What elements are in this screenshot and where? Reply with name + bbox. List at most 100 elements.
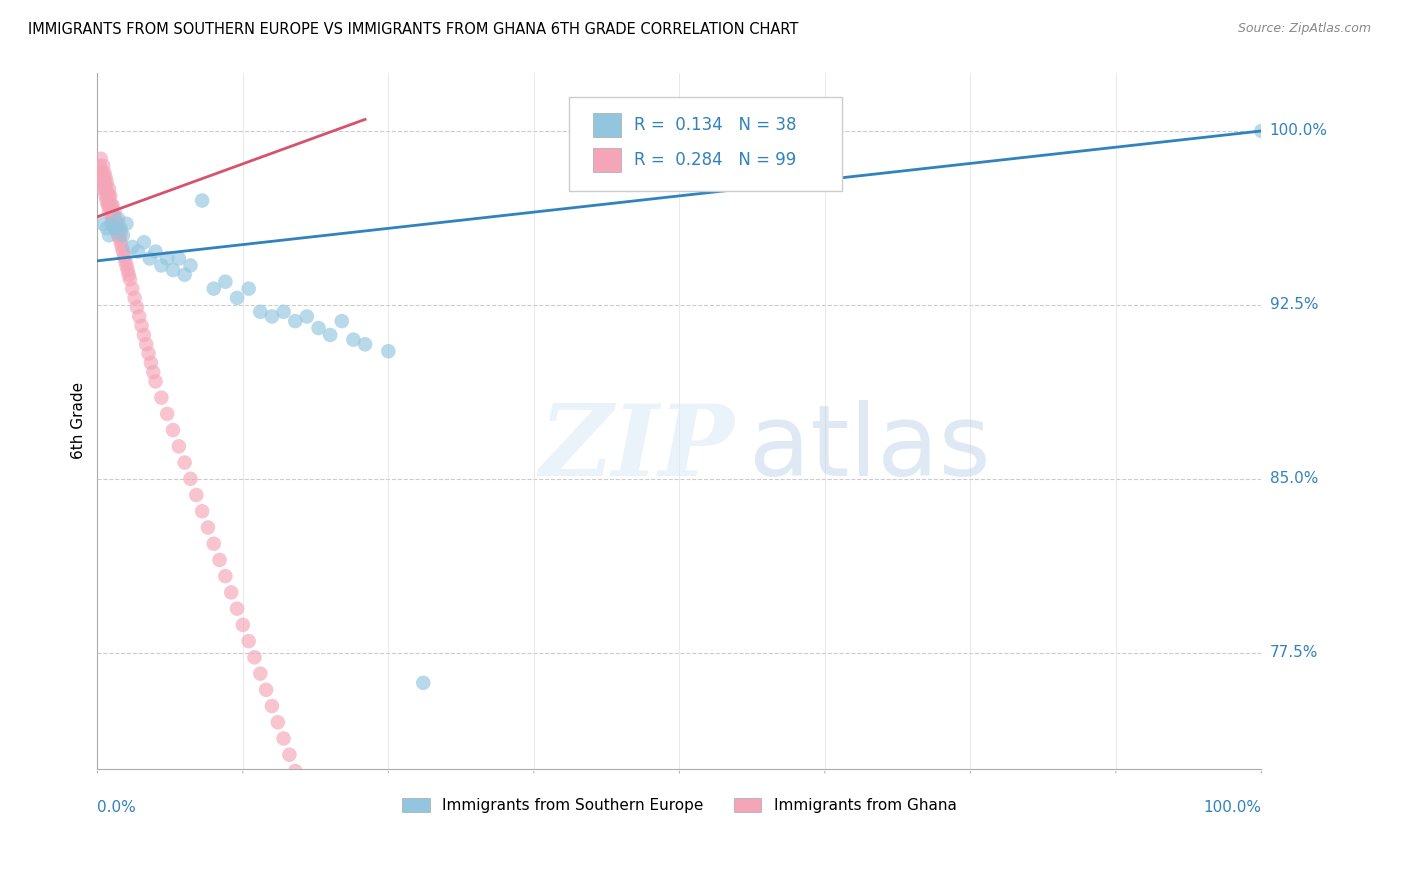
Point bbox=[273, 731, 295, 746]
Point bbox=[93, 175, 115, 189]
Legend: Immigrants from Southern Europe, Immigrants from Ghana: Immigrants from Southern Europe, Immigra… bbox=[402, 798, 956, 814]
Point bbox=[89, 159, 111, 173]
Point bbox=[101, 212, 124, 227]
Text: 100.0%: 100.0% bbox=[1204, 800, 1261, 815]
Point bbox=[267, 715, 290, 730]
Point bbox=[125, 300, 148, 314]
Point bbox=[260, 310, 283, 324]
Point bbox=[377, 344, 399, 359]
Point bbox=[308, 321, 330, 335]
Point bbox=[139, 356, 162, 370]
Point bbox=[278, 747, 301, 762]
Point bbox=[249, 666, 271, 681]
Text: 100.0%: 100.0% bbox=[1270, 123, 1327, 138]
Point bbox=[214, 569, 236, 583]
Point bbox=[202, 282, 225, 296]
Point bbox=[208, 553, 231, 567]
Point bbox=[104, 221, 127, 235]
Point bbox=[202, 537, 225, 551]
Point bbox=[108, 230, 131, 244]
Point bbox=[238, 634, 260, 648]
Point bbox=[115, 217, 138, 231]
FancyBboxPatch shape bbox=[569, 97, 842, 191]
Point bbox=[121, 282, 143, 296]
Point bbox=[104, 214, 127, 228]
Point bbox=[100, 217, 122, 231]
Point bbox=[325, 878, 347, 892]
Point bbox=[232, 618, 254, 632]
Point bbox=[93, 182, 115, 196]
Point bbox=[308, 829, 330, 843]
Text: 85.0%: 85.0% bbox=[1270, 471, 1317, 486]
Point bbox=[186, 488, 208, 502]
Point bbox=[110, 226, 132, 240]
Point bbox=[107, 221, 129, 235]
Point bbox=[412, 676, 434, 690]
Point bbox=[162, 263, 184, 277]
Point bbox=[91, 166, 114, 180]
Point bbox=[173, 456, 195, 470]
Point bbox=[132, 328, 155, 343]
Point bbox=[191, 504, 214, 518]
Point bbox=[319, 862, 342, 876]
Point bbox=[91, 175, 114, 189]
Point bbox=[103, 217, 125, 231]
Point bbox=[90, 170, 112, 185]
Point bbox=[103, 210, 125, 224]
Point bbox=[96, 175, 118, 189]
Point bbox=[98, 189, 121, 203]
Point bbox=[94, 189, 117, 203]
Point bbox=[156, 407, 179, 421]
Point bbox=[314, 845, 336, 859]
Point bbox=[226, 601, 249, 615]
Point bbox=[96, 221, 118, 235]
Y-axis label: 6th Grade: 6th Grade bbox=[72, 383, 86, 459]
Point bbox=[249, 305, 271, 319]
Point bbox=[96, 184, 118, 198]
Point bbox=[118, 268, 141, 282]
Point bbox=[124, 291, 146, 305]
Point bbox=[319, 328, 342, 343]
Point bbox=[301, 813, 323, 827]
Point bbox=[90, 152, 112, 166]
Point bbox=[98, 198, 121, 212]
Point bbox=[100, 205, 122, 219]
Point bbox=[105, 217, 128, 231]
Point bbox=[295, 797, 318, 811]
Point bbox=[110, 221, 132, 235]
Point bbox=[107, 212, 129, 227]
FancyBboxPatch shape bbox=[593, 113, 621, 137]
Point bbox=[197, 520, 219, 534]
Point bbox=[111, 240, 134, 254]
Point bbox=[91, 159, 114, 173]
Text: Source: ZipAtlas.com: Source: ZipAtlas.com bbox=[1237, 22, 1371, 36]
Point bbox=[254, 682, 277, 697]
Text: R =  0.284   N = 99: R = 0.284 N = 99 bbox=[634, 151, 796, 169]
Point bbox=[138, 346, 160, 360]
Point bbox=[284, 764, 307, 778]
Point bbox=[107, 228, 129, 243]
Text: 92.5%: 92.5% bbox=[1270, 297, 1319, 312]
Point bbox=[117, 263, 139, 277]
Point bbox=[162, 423, 184, 437]
Text: ZIP: ZIP bbox=[540, 401, 735, 497]
Point bbox=[342, 333, 364, 347]
Text: IMMIGRANTS FROM SOUTHERN EUROPE VS IMMIGRANTS FROM GHANA 6TH GRADE CORRELATION C: IMMIGRANTS FROM SOUTHERN EUROPE VS IMMIG… bbox=[28, 22, 799, 37]
Point bbox=[101, 205, 124, 219]
Point bbox=[98, 205, 121, 219]
Point bbox=[94, 179, 117, 194]
Point bbox=[94, 170, 117, 185]
Text: atlas: atlas bbox=[749, 401, 991, 497]
Point bbox=[290, 780, 312, 795]
Point bbox=[138, 252, 160, 266]
Point bbox=[238, 282, 260, 296]
Point bbox=[91, 170, 114, 185]
Point bbox=[142, 365, 165, 379]
Point bbox=[354, 337, 377, 351]
Point bbox=[104, 212, 127, 227]
Point bbox=[91, 217, 114, 231]
Point bbox=[173, 268, 195, 282]
Point bbox=[273, 305, 295, 319]
Point bbox=[145, 375, 167, 389]
Point bbox=[96, 194, 118, 208]
